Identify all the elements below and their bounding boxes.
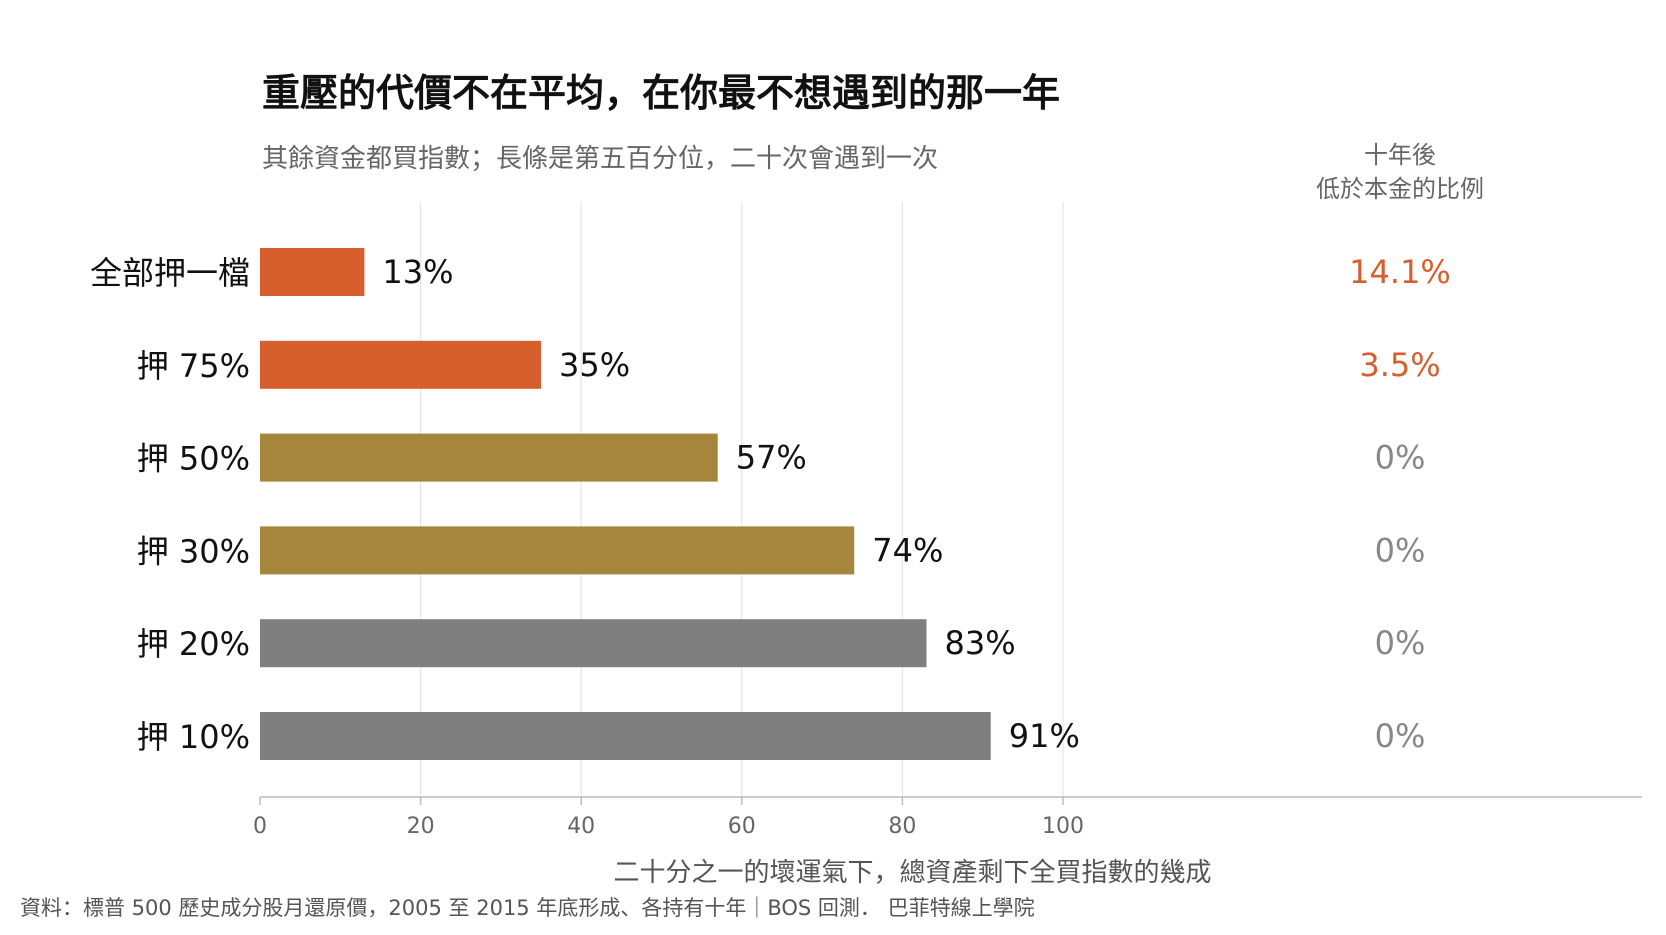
category-label: 押 75% <box>137 347 250 385</box>
bar <box>260 248 365 296</box>
category-label: 押 20% <box>137 625 250 663</box>
category-label: 押 30% <box>137 532 250 570</box>
x-tick-label: 0 <box>253 814 267 839</box>
bar <box>260 526 855 575</box>
category-label: 全部押一檔 <box>90 254 250 292</box>
bar <box>260 619 927 668</box>
right-value-label: 0% <box>1375 717 1426 755</box>
data-label: 83% <box>944 624 1015 662</box>
data-label: 57% <box>736 439 807 477</box>
right-value-label: 3.5% <box>1359 346 1440 384</box>
bar <box>260 433 718 482</box>
data-label: 13% <box>382 253 453 291</box>
data-label: 91% <box>1009 717 1080 755</box>
x-tick-label: 80 <box>888 814 916 839</box>
x-tick-label: 60 <box>728 814 756 839</box>
data-label: 74% <box>872 531 943 569</box>
right-value-label: 0% <box>1375 439 1426 477</box>
category-label: 押 10% <box>137 718 250 756</box>
category-label: 押 50% <box>137 440 250 478</box>
x-axis-label: 二十分之一的壞運氣下，總資產剩下全買指數的幾成 <box>613 858 1212 888</box>
bar <box>260 712 991 760</box>
chart-title: 重壓的代價不在平均，在你最不想遇到的那一年 <box>262 71 1061 115</box>
x-tick-label: 20 <box>407 814 435 839</box>
data-label: 35% <box>559 346 630 384</box>
source-note: 資料：標普 500 歷史成分股月還原價，2005 至 2015 年底形成、各持有… <box>20 896 1035 920</box>
chart-subtitle: 其餘資金都買指數；長條是第五百分位，二十次會遇到一次 <box>262 144 939 174</box>
right-value-label: 14.1% <box>1349 253 1451 291</box>
right-column-header-line1: 十年後 <box>1364 141 1436 169</box>
bar <box>260 340 542 389</box>
right-value-label: 0% <box>1375 624 1426 662</box>
x-tick-label: 100 <box>1042 814 1084 839</box>
right-column-header-line2: 低於本金的比例 <box>1316 175 1484 203</box>
right-value-label: 0% <box>1375 531 1426 569</box>
x-tick-label: 40 <box>567 814 595 839</box>
